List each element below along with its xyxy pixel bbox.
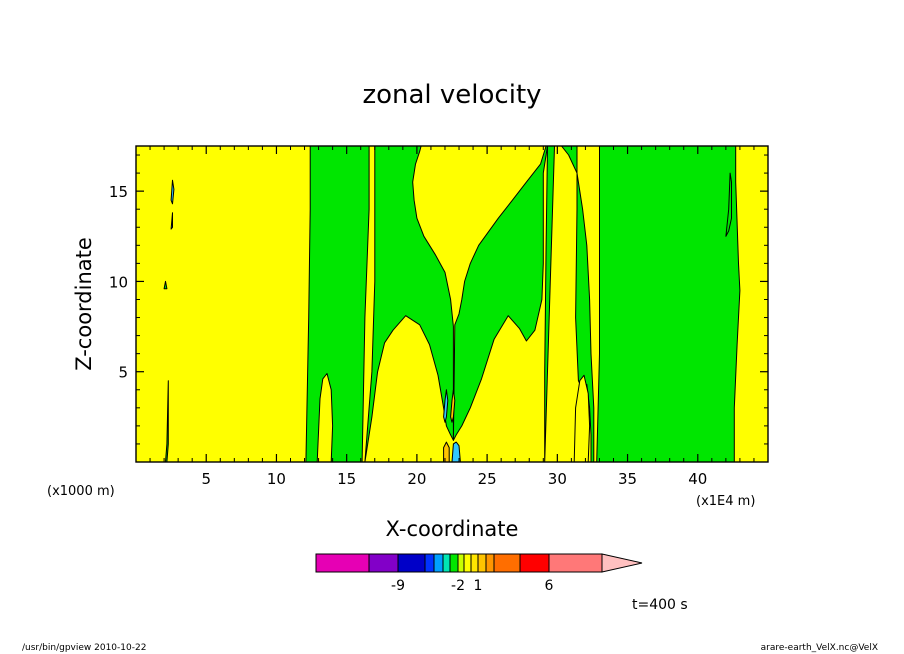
colorbar-segment	[519, 553, 550, 573]
x-tick-label: 15	[337, 470, 356, 488]
colorbar-segment	[470, 553, 479, 573]
contour-region-2	[452, 146, 548, 441]
contour-region-4	[596, 146, 741, 462]
x-tick-label: 20	[407, 470, 426, 488]
x-tick-label: 10	[267, 470, 286, 488]
colorbar-segment	[368, 553, 399, 573]
footer-left: /usr/bin/gpview 2010-10-22	[22, 643, 146, 653]
y-tick-label: 5	[118, 364, 128, 382]
contour-region-9	[443, 441, 450, 462]
contour-region-8	[450, 389, 456, 423]
colorbar-segment	[315, 553, 370, 573]
chart-title: zonal velocity	[362, 80, 541, 110]
contour-region-1	[364, 146, 454, 462]
y-tick-label: 10	[109, 273, 128, 291]
x-unit-left: (x1000 m)	[47, 484, 115, 499]
contour-region-14	[163, 280, 168, 290]
y-axis-ticks: 5 10 15	[109, 154, 768, 445]
colorbar-segment	[477, 553, 487, 573]
colorbar-segment	[433, 553, 444, 573]
x-tick-label: 35	[618, 470, 637, 488]
colorbar-segment	[548, 553, 603, 573]
colorbar: -9 -2 1 6	[315, 553, 643, 594]
colorbar-segment	[493, 553, 521, 573]
time-label: t=400 s	[632, 597, 688, 613]
colorbar-segment	[424, 553, 435, 573]
contour-region-6	[573, 374, 591, 462]
colorbar-tick-label: 1	[474, 578, 483, 594]
colorbar-segment	[397, 553, 426, 573]
x-tick-label: 25	[478, 470, 497, 488]
colorbar-tick-label: -9	[391, 578, 405, 594]
colorbar-segment	[485, 553, 495, 573]
x-tick-label: 30	[548, 470, 567, 488]
x-axis-ticks: 5 10 15 20 25 30 35 40	[149, 146, 755, 488]
contour-region-7	[443, 389, 449, 423]
x-unit-right: (x1E4 m)	[696, 494, 755, 509]
colorbar-arrow	[601, 553, 643, 573]
plot-frame	[135, 145, 769, 463]
colorbar-segment	[463, 553, 472, 573]
footer-right: arare-earth_VelX.nc@VelX	[761, 643, 878, 653]
y-tick-label: 15	[109, 183, 128, 201]
y-axis-label: Z-coordinate	[72, 237, 96, 371]
contour-fills	[163, 146, 741, 462]
plot-area: 5 10 15 20 25 30 35 40 5 10 15	[109, 145, 769, 488]
contour-region-12	[170, 212, 173, 230]
x-axis-label: X-coordinate	[386, 517, 519, 541]
contour-region-0	[305, 146, 370, 462]
contour-region-10	[451, 441, 461, 462]
colorbar-segment	[442, 553, 451, 573]
colorbar-segment	[449, 553, 459, 573]
colorbar-tick-label: -2	[451, 578, 465, 594]
colorbar-tick-label: 6	[545, 578, 554, 594]
contour-region-5	[316, 373, 334, 462]
contour-region-11	[170, 179, 175, 205]
contour-region-15	[725, 172, 732, 237]
contour-region-13	[165, 380, 169, 462]
x-tick-label: 5	[201, 470, 211, 488]
x-tick-label: 40	[688, 470, 707, 488]
colorbar-segment	[457, 553, 465, 573]
